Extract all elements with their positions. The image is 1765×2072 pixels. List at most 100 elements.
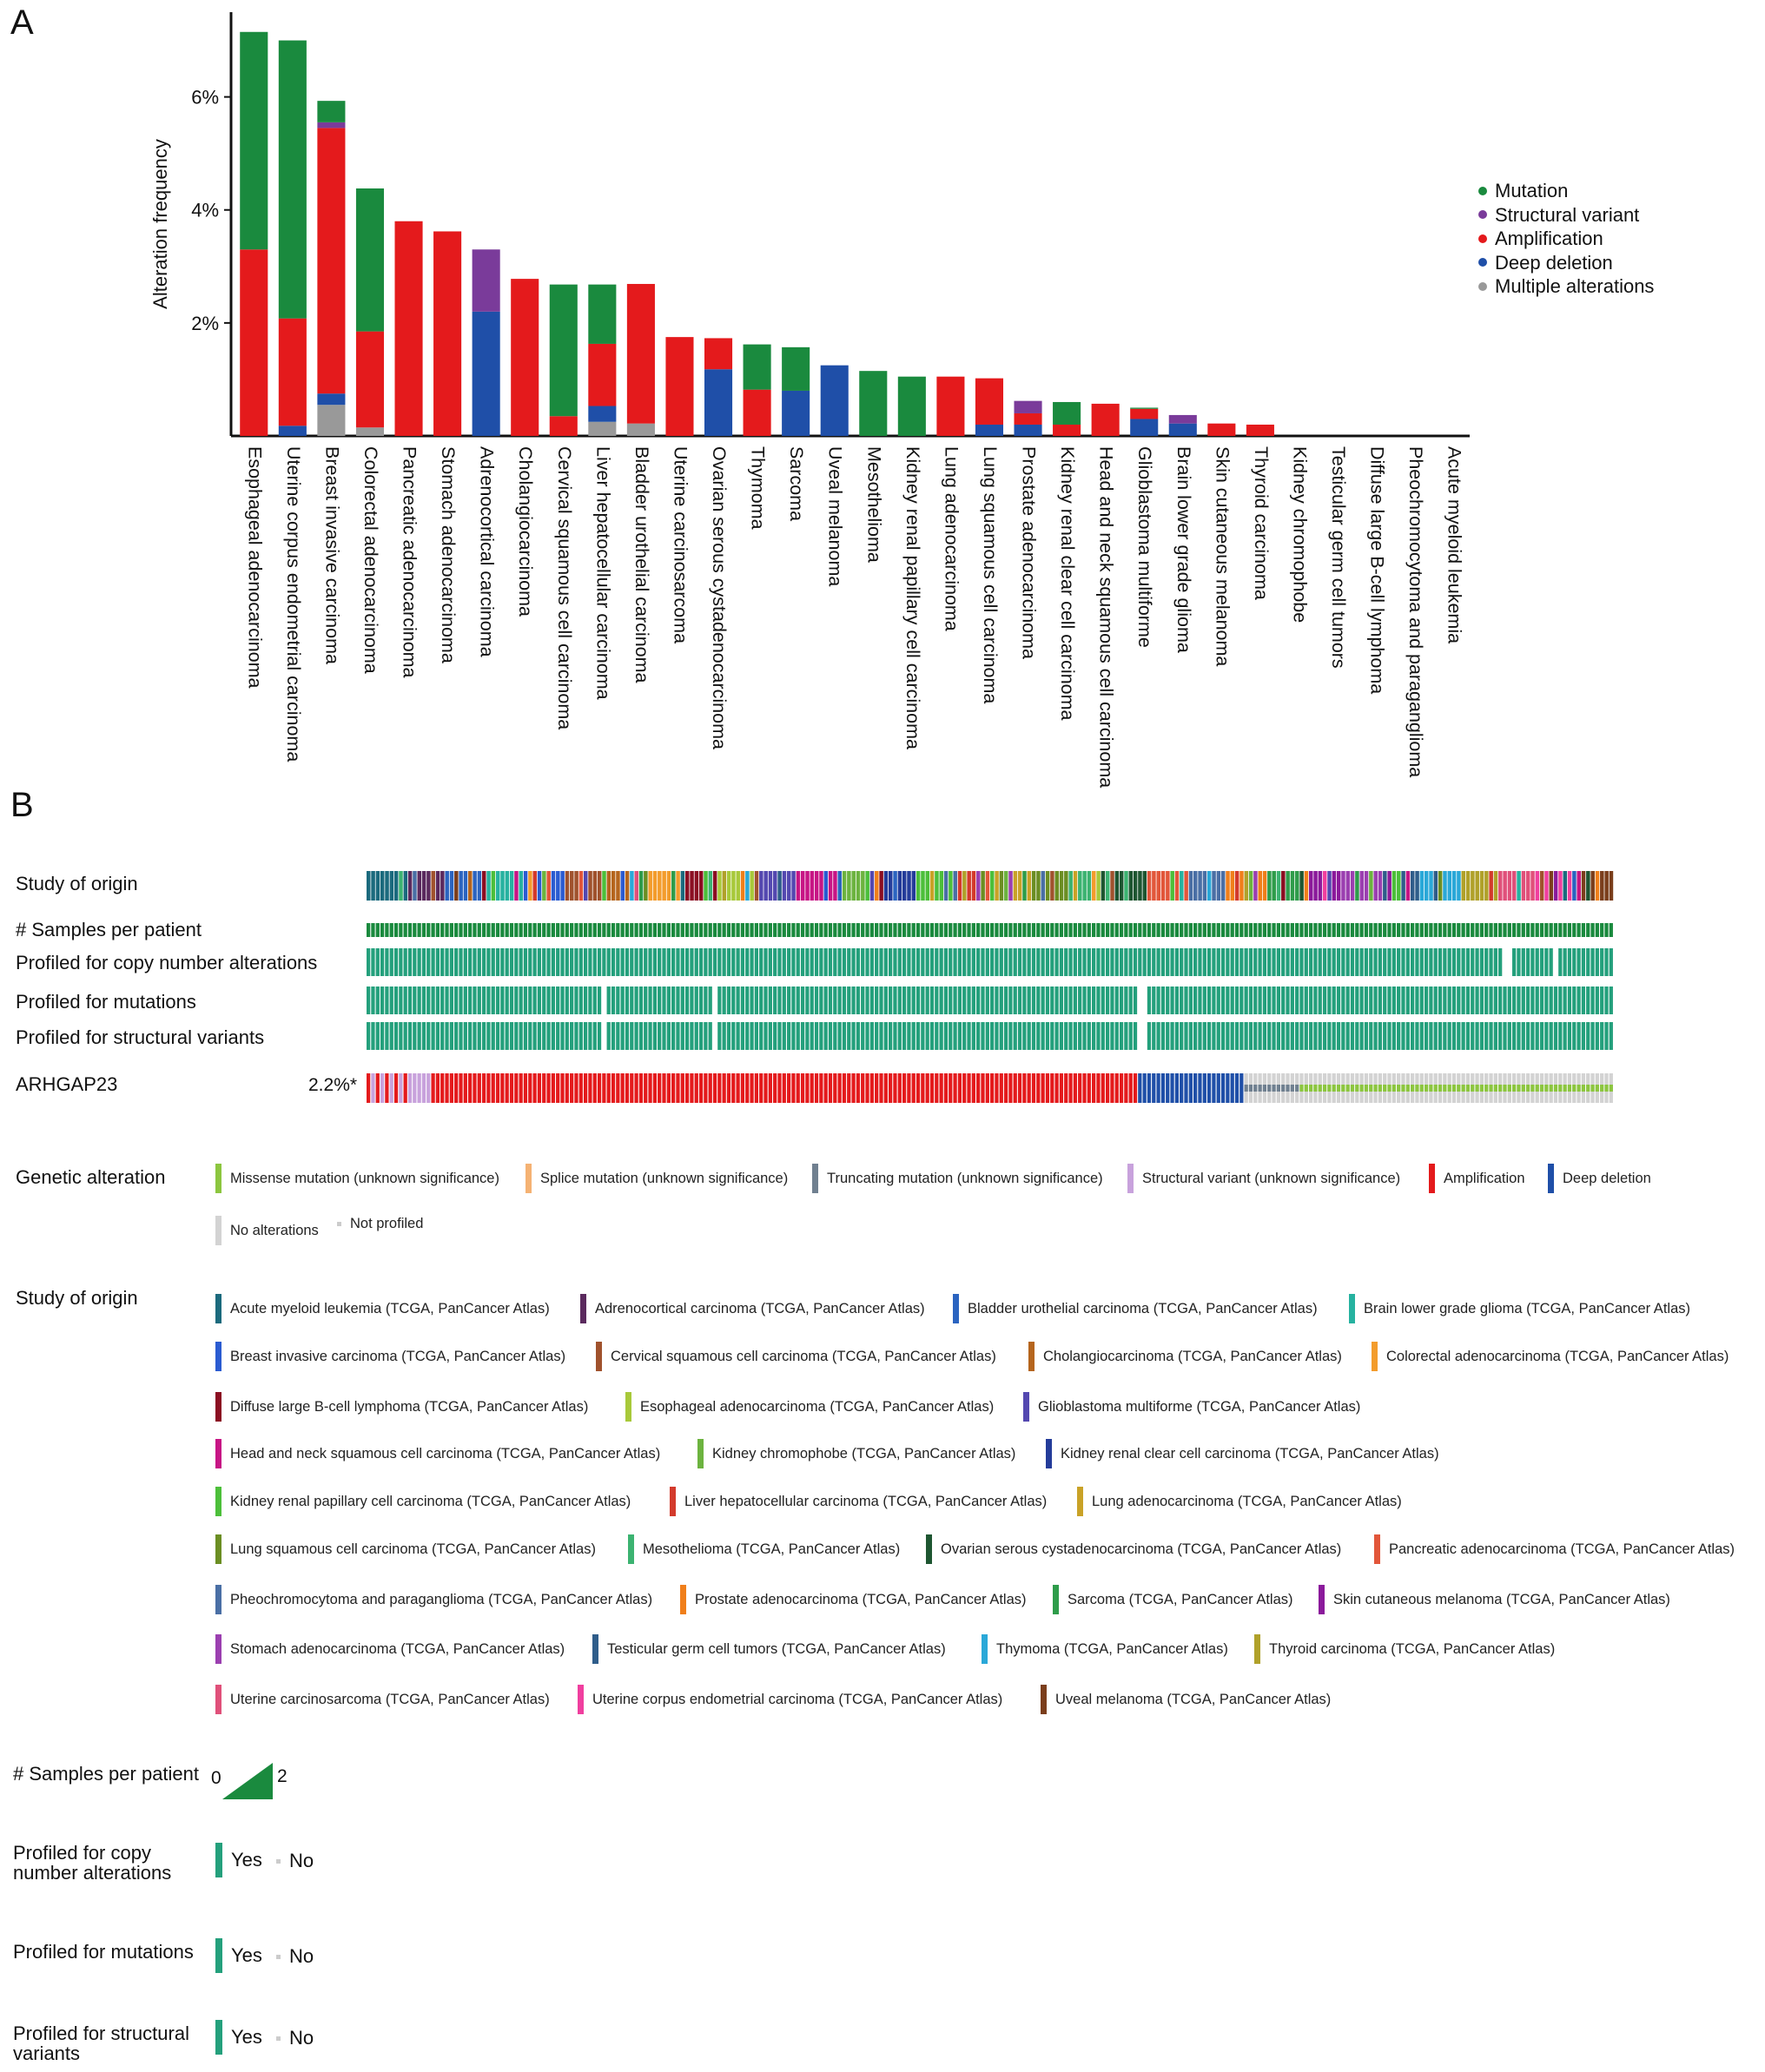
profiled-cell: [847, 948, 851, 976]
profiled-cell: [1304, 948, 1308, 976]
alteration-cell: [897, 1073, 902, 1103]
panel-a-label: A: [10, 3, 34, 42]
study-cell: [509, 871, 514, 901]
profiled-cell: [694, 948, 698, 976]
samples-cell: [1443, 923, 1447, 937]
alteration-cell: [786, 1073, 791, 1103]
alteration-cell: [981, 1073, 985, 1103]
profiled-cell: [902, 1022, 907, 1050]
profiled-cell: [1253, 987, 1258, 1014]
samples-cell: [943, 923, 949, 937]
profiled-cell: [666, 948, 671, 976]
study-cell: [500, 871, 505, 901]
profiled-cell: [648, 1022, 652, 1050]
legend-swatch: [1319, 1585, 1325, 1614]
profiled-cna-legend-title: Profiled for copy number alterations: [13, 1842, 172, 1884]
alteration-cell: [638, 1073, 644, 1103]
alteration-cell: [477, 1073, 481, 1103]
profiled-cell: [481, 1022, 486, 1050]
samples-cell: [407, 923, 413, 937]
alteration-cell: [459, 1073, 463, 1103]
study-origin-item: Colorectal adenocarcinoma (TCGA, PanCanc…: [1372, 1342, 1729, 1371]
genetic-alteration-title: Genetic alteration: [16, 1166, 166, 1188]
study-cell: [1419, 871, 1425, 901]
study-cell: [1503, 871, 1507, 901]
profiled-cell: [953, 987, 957, 1014]
profiled-cell: [459, 948, 463, 976]
alteration-cell: [1152, 1073, 1156, 1103]
profiled-cell: [865, 987, 869, 1014]
legend-label: Cervical squamous cell carcinoma (TCGA, …: [611, 1348, 996, 1364]
profiled-cell: [1101, 948, 1105, 976]
profiled-cell: [393, 948, 399, 976]
alteration-cell: [505, 1073, 509, 1103]
study-cell: [893, 871, 897, 901]
alteration-cell: [611, 1073, 616, 1103]
profiled-cell: [1511, 1022, 1517, 1050]
alteration-cell: [676, 1073, 680, 1103]
profiled-cell: [620, 1022, 625, 1050]
profiled-cell: [1202, 1022, 1206, 1050]
profiled-cell: [995, 987, 999, 1014]
profiled-cell: [750, 987, 754, 1014]
profiled-cell: [1498, 948, 1503, 976]
samples-cell: [1530, 923, 1535, 937]
study-cell: [837, 871, 843, 901]
alteration-cell: [847, 1073, 851, 1103]
profiled-sv-legend-title: Profiled for structural variants: [13, 2023, 189, 2064]
study-origin-item: Kidney renal papillary cell carcinoma (T…: [215, 1487, 631, 1516]
alteration-cell: [939, 1073, 943, 1103]
profiled-cell: [495, 948, 500, 976]
x-tick-label: Uterine carcinosarcoma: [670, 446, 691, 643]
profiled-cell: [805, 987, 810, 1014]
missense-cell: [1604, 1085, 1609, 1092]
study-origin-item: Bladder urothelial carcinoma (TCGA, PanC…: [953, 1294, 1318, 1323]
profiled-cell: [786, 1022, 791, 1050]
profiled-cell: [1059, 987, 1064, 1014]
study-cell: [750, 871, 754, 901]
profiled-cell: [1068, 987, 1073, 1014]
profiled-cell: [726, 1022, 731, 1050]
study-cell: [1206, 871, 1212, 901]
profiled-cell: [1022, 948, 1027, 976]
profiled-cell: [1096, 948, 1101, 976]
samples-cell: [1604, 923, 1609, 937]
x-tick-label: Uterine corpus endometrial carcinoma: [283, 446, 304, 762]
samples-cell: [1503, 923, 1507, 937]
profiled-cell: [1036, 1022, 1041, 1050]
profiled-cell: [385, 1022, 389, 1050]
study-cell: [786, 871, 791, 901]
x-tick-label: Glioblastoma multiforme: [1134, 446, 1155, 648]
profiled-cell: [916, 1022, 921, 1050]
study-cell: [514, 871, 519, 901]
profiled-cell: [1147, 1022, 1152, 1050]
profiled-cell: [1008, 1022, 1013, 1050]
samples-cell: [1471, 923, 1475, 937]
samples-cell: [1193, 923, 1198, 937]
study-origin-item: Liver hepatocellular carcinoma (TCGA, Pa…: [670, 1487, 1047, 1516]
profiled-cell: [634, 948, 638, 976]
samples-cell: [1276, 923, 1281, 937]
study-cell: [1119, 871, 1124, 901]
alteration-cell: [782, 1073, 786, 1103]
study-cell: [1082, 871, 1087, 901]
profiled-cell: [1595, 1022, 1599, 1050]
profiled-cell: [842, 1022, 847, 1050]
profiled-cell: [560, 948, 565, 976]
profiled-cell: [1577, 1022, 1581, 1050]
profiled-cell: [662, 1022, 666, 1050]
profiled-cell: [1193, 987, 1198, 1014]
profiled-cell: [1479, 987, 1484, 1014]
profiled-cell: [879, 1022, 883, 1050]
legend-label: Thyroid carcinoma (TCGA, PanCancer Atlas…: [1269, 1640, 1556, 1657]
profiled-cell: [1332, 948, 1336, 976]
legend-label: Bladder urothelial carcinoma (TCGA, PanC…: [968, 1300, 1318, 1316]
profiled-cell: [1369, 948, 1373, 976]
alteration-cell: [648, 1073, 652, 1103]
profiled-cell: [1530, 1022, 1535, 1050]
profiled-cell: [736, 987, 740, 1014]
study-cell: [1124, 871, 1128, 901]
samples-cell: [1180, 923, 1184, 937]
profiled-cell: [435, 987, 440, 1014]
profiled-cell: [921, 948, 925, 976]
